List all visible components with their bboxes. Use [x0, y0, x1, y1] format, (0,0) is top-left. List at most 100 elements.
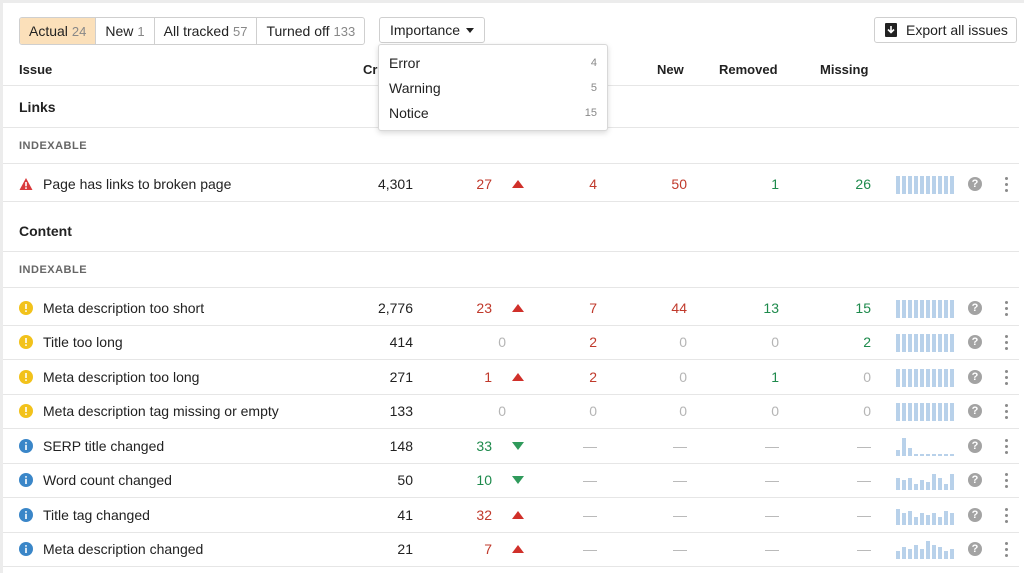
column-header-crawled[interactable]: Cr	[363, 62, 378, 77]
new-count[interactable]: —	[673, 472, 687, 488]
removed-count[interactable]: 1	[771, 176, 779, 192]
more-options-icon[interactable]	[1002, 507, 1012, 523]
new-count[interactable]: —	[673, 507, 687, 523]
change-count[interactable]: 27	[476, 176, 492, 192]
added-count[interactable]: 0	[589, 403, 597, 419]
missing-count[interactable]: —	[857, 438, 871, 454]
change-count[interactable]: 23	[476, 300, 492, 316]
missing-count[interactable]: 26	[855, 176, 871, 192]
help-icon[interactable]: ?	[968, 508, 982, 522]
column-header-new[interactable]: New	[657, 62, 684, 77]
issue-name[interactable]: SERP title changed	[43, 438, 165, 454]
crawled-count[interactable]: 271	[389, 369, 413, 385]
crawled-count[interactable]: 41	[397, 507, 413, 523]
issue-name[interactable]: Meta description changed	[43, 541, 204, 557]
change-count[interactable]: 0	[498, 334, 506, 350]
more-options-icon[interactable]	[1002, 334, 1012, 350]
change-count[interactable]: 0	[498, 403, 506, 419]
added-count[interactable]: 7	[589, 300, 597, 316]
table-row[interactable]: Meta description changed 21 7 — — — —?	[3, 532, 1019, 566]
issue-name[interactable]: Title tag changed	[43, 507, 150, 523]
issue-name[interactable]: Meta description too long	[43, 369, 200, 385]
column-header-issue[interactable]: Issue	[19, 62, 53, 77]
table-row[interactable]: SERP title changed 148 33 — — — —?	[3, 429, 1019, 463]
table-row[interactable]: Meta description too long 271 1 2 0 1 0?	[3, 360, 1019, 394]
importance-option-error[interactable]: Error 4	[379, 52, 607, 76]
tab-new[interactable]: New 1	[96, 18, 155, 44]
more-options-icon[interactable]	[1002, 541, 1012, 557]
crawled-count[interactable]: 148	[389, 438, 413, 454]
crawled-count[interactable]: 4,301	[377, 176, 413, 192]
crawled-count[interactable]: 414	[389, 334, 413, 350]
importance-option-notice[interactable]: Notice 15	[379, 102, 607, 126]
crawled-count[interactable]: 21	[397, 541, 413, 557]
help-icon[interactable]: ?	[968, 404, 982, 418]
removed-count[interactable]: —	[765, 438, 779, 454]
table-row[interactable]: Title too long 414 0 2 0 0 2?	[3, 325, 1019, 359]
added-count[interactable]: 2	[589, 369, 597, 385]
help-icon[interactable]: ?	[968, 335, 982, 349]
added-count[interactable]: —	[583, 507, 597, 523]
missing-count[interactable]: 0	[863, 369, 871, 385]
more-options-icon[interactable]	[1002, 472, 1012, 488]
column-header-removed[interactable]: Removed	[719, 62, 778, 77]
column-header-missing[interactable]: Missing	[820, 62, 869, 77]
issue-name[interactable]: Word count changed	[43, 472, 172, 488]
added-count[interactable]: 4	[589, 176, 597, 192]
help-icon[interactable]: ?	[968, 301, 982, 315]
issue-name[interactable]: Meta description tag missing or empty	[43, 403, 279, 419]
more-options-icon[interactable]	[1002, 300, 1012, 316]
added-count[interactable]: 2	[589, 334, 597, 350]
crawled-count[interactable]: 133	[389, 403, 413, 419]
help-icon[interactable]: ?	[968, 439, 982, 453]
new-count[interactable]: 0	[679, 403, 687, 419]
missing-count[interactable]: 15	[855, 300, 871, 316]
help-icon[interactable]: ?	[968, 542, 982, 556]
removed-count[interactable]: 0	[771, 403, 779, 419]
removed-count[interactable]: 1	[771, 369, 779, 385]
help-icon[interactable]: ?	[968, 370, 982, 384]
more-options-icon[interactable]	[1002, 369, 1012, 385]
new-count[interactable]: 0	[679, 334, 687, 350]
more-options-icon[interactable]	[1002, 176, 1012, 192]
crawled-count[interactable]: 50	[397, 472, 413, 488]
table-row[interactable]: Meta description too short 2,776 23 7 44 13 15…	[3, 291, 1019, 325]
removed-count[interactable]: —	[765, 541, 779, 557]
removed-count[interactable]: —	[765, 472, 779, 488]
issue-name[interactable]: Page has links to broken page	[43, 176, 232, 192]
change-count[interactable]: 32	[476, 507, 492, 523]
missing-count[interactable]: 0	[863, 403, 871, 419]
tab-all-tracked[interactable]: All tracked 57	[155, 18, 258, 44]
added-count[interactable]: —	[583, 541, 597, 557]
tab-actual[interactable]: Actual 24	[20, 18, 97, 44]
removed-count[interactable]: 13	[763, 300, 779, 316]
issue-name[interactable]: Meta description too short	[43, 300, 205, 316]
more-options-icon[interactable]	[1002, 403, 1012, 419]
tab-turned-off[interactable]: Turned off 133	[257, 18, 364, 44]
new-count[interactable]: 44	[671, 300, 687, 316]
new-count[interactable]: —	[673, 438, 687, 454]
table-row[interactable]: Word count changed 50 10 — — — —?	[3, 463, 1019, 497]
change-count[interactable]: 1	[484, 369, 492, 385]
missing-count[interactable]: 2	[863, 334, 871, 350]
change-count[interactable]: 7	[484, 541, 492, 557]
removed-count[interactable]: —	[765, 507, 779, 523]
importance-option-warning[interactable]: Warning 5	[379, 77, 607, 101]
added-count[interactable]: —	[583, 438, 597, 454]
more-options-icon[interactable]	[1002, 438, 1012, 454]
missing-count[interactable]: —	[857, 472, 871, 488]
table-row[interactable]: Meta description tag missing or empty 133…	[3, 394, 1019, 428]
importance-dropdown-button[interactable]: Importance	[379, 17, 485, 43]
added-count[interactable]: —	[583, 472, 597, 488]
change-count[interactable]: 33	[476, 438, 492, 454]
change-count[interactable]: 10	[476, 472, 492, 488]
export-all-issues-button[interactable]: Export all issues	[874, 17, 1017, 43]
missing-count[interactable]: —	[857, 541, 871, 557]
new-count[interactable]: —	[673, 541, 687, 557]
missing-count[interactable]: —	[857, 507, 871, 523]
issue-name[interactable]: Title too long	[43, 334, 123, 350]
table-row[interactable]: Title tag changed 41 32 — — — —?	[3, 498, 1019, 532]
crawled-count[interactable]: 2,776	[377, 300, 413, 316]
help-icon[interactable]: ?	[968, 473, 982, 487]
help-icon[interactable]: ?	[968, 177, 982, 191]
